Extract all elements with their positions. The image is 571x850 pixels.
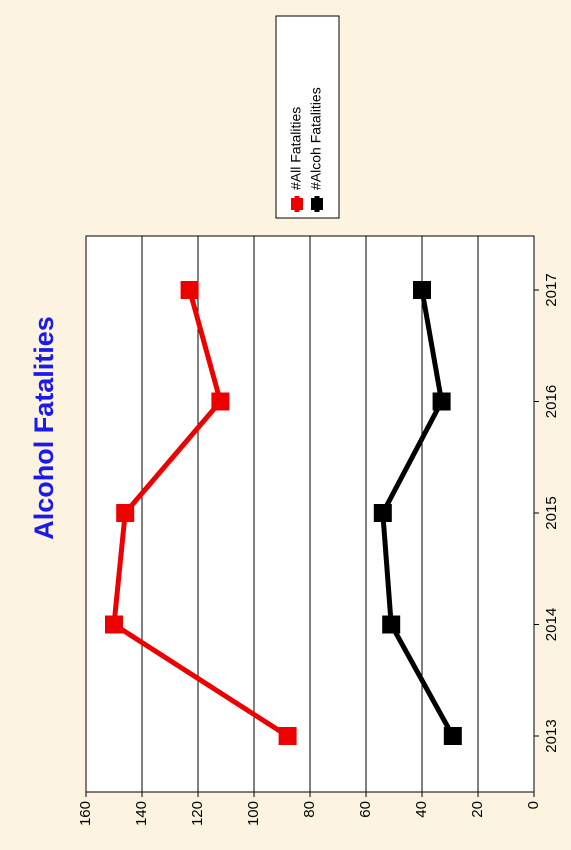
y-axis-ticks: 0 20 40 60 80 100 120 140 160: [77, 792, 542, 826]
data-point: [413, 281, 431, 299]
series-layer: [105, 281, 462, 745]
x-tick-label: 2017: [543, 273, 560, 306]
x-tick-label: 2014: [543, 608, 560, 641]
data-point: [211, 392, 230, 411]
plot-area: [85, 235, 535, 793]
y-tick-label: 60: [357, 801, 374, 818]
y-tick-label: 80: [301, 801, 318, 818]
legend-item-1: #All Fatalities: [288, 107, 304, 212]
data-point: [105, 615, 123, 634]
data-point: [116, 504, 135, 522]
legend-item-2: #Alcoh Fatalities: [308, 87, 324, 212]
y-tick-label: 0: [525, 801, 542, 809]
x-tick-label: 2013: [543, 719, 560, 752]
grid: [141, 236, 479, 792]
x-tick-label: 2016: [543, 385, 560, 418]
y-tick-label: 20: [469, 801, 486, 818]
y-tick-label: 100: [245, 801, 262, 826]
data-point: [278, 727, 297, 745]
data-point: [382, 615, 401, 634]
legend-label: #All Fatalities: [288, 107, 304, 190]
series-1: [105, 281, 297, 745]
data-point: [432, 392, 451, 411]
series-2: [373, 281, 462, 745]
x-tick-label: 2015: [543, 496, 560, 529]
data-point: [180, 281, 199, 299]
y-tick-label: 40: [413, 801, 430, 818]
legend-box: [275, 15, 340, 219]
legend-label: #Alcoh Fatalities: [308, 87, 324, 190]
data-point: [373, 504, 392, 522]
data-point: [443, 727, 462, 745]
legend-marker: [311, 198, 323, 210]
legend-marker: [291, 198, 303, 210]
legend: #All Fatalities #Alcoh Fatalities: [275, 15, 340, 219]
chart-title: Alcohol Fatalities: [29, 316, 59, 540]
y-tick-label: 160: [77, 801, 94, 826]
x-axis-ticks: 2013 2014 2015 2016 2017: [534, 273, 560, 753]
y-tick-label: 120: [189, 801, 206, 826]
y-tick-label: 140: [133, 801, 150, 826]
